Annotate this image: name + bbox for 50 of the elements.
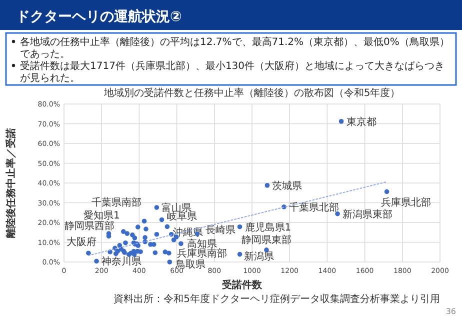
- data-label: 兵庫県南部: [176, 248, 227, 260]
- point: [115, 248, 120, 254]
- data-label: 神奈川県: [102, 256, 142, 268]
- point: [154, 232, 160, 237]
- point: [384, 189, 390, 194]
- y-axis-title: 離陸後任務中止率／受諾: [5, 128, 17, 239]
- point: [117, 243, 122, 248]
- point: [237, 224, 242, 230]
- text: 受諾件数は最大1717件（兵庫県北部）、最小130件（大阪府）と地域によって大きなばらつきが見られた。: [20, 60, 445, 84]
- data-label: 茨城県: [272, 180, 302, 192]
- point: [132, 236, 138, 240]
- point: [124, 231, 130, 236]
- data-label: 千葉県北部: [288, 201, 339, 214]
- chart-title: 地域別の受諾件数と任務中止率（離陸後）の散布図（令和5年度）: [102, 87, 400, 99]
- point: [264, 182, 270, 188]
- data-label: 新潟県東部: [342, 208, 393, 220]
- text: 資料出所：令和5年度ドクターヘリ症例データ収集調査分析事業より引用: [114, 293, 440, 305]
- point: [86, 250, 91, 256]
- data-label: 新潟県: [244, 250, 274, 262]
- point: [135, 224, 140, 230]
- point: [152, 250, 158, 256]
- point: [162, 250, 168, 254]
- text: ドクターヘリの運航状況②: [16, 8, 182, 25]
- point: [121, 229, 126, 234]
- point: [144, 226, 148, 232]
- point: [166, 250, 172, 256]
- data-label: 静岡県東部: [241, 234, 292, 246]
- x-axis-title: 受諾件数: [221, 279, 263, 291]
- data-label: 愛知県1: [84, 210, 120, 222]
- point: [164, 224, 170, 230]
- point: [154, 205, 160, 210]
- point: [142, 235, 148, 240]
- data-label: 静岡県西部: [64, 220, 115, 232]
- point: [142, 218, 147, 224]
- text: 各地域の任務中止率（離陸後）の平均は12.7%で、最高71.2%（東京都）、最低0%（鳥取県）であった。: [20, 36, 450, 60]
- point: [123, 240, 128, 246]
- point: [237, 252, 242, 257]
- data-label: 兵庫県北部: [380, 196, 431, 209]
- data-label: 大阪府: [66, 236, 96, 248]
- data-label: 岐阜県: [166, 210, 197, 223]
- point: [94, 258, 99, 264]
- data-label: 千葉県南部: [91, 196, 142, 209]
- point: [167, 260, 172, 264]
- text: 36: [446, 307, 456, 316]
- point: [138, 249, 143, 254]
- point: [338, 118, 344, 124]
- point: [159, 217, 164, 222]
- data-label: 東京都: [346, 116, 376, 128]
- data-label: 鹿児島県1: [244, 221, 292, 234]
- point: [178, 241, 184, 246]
